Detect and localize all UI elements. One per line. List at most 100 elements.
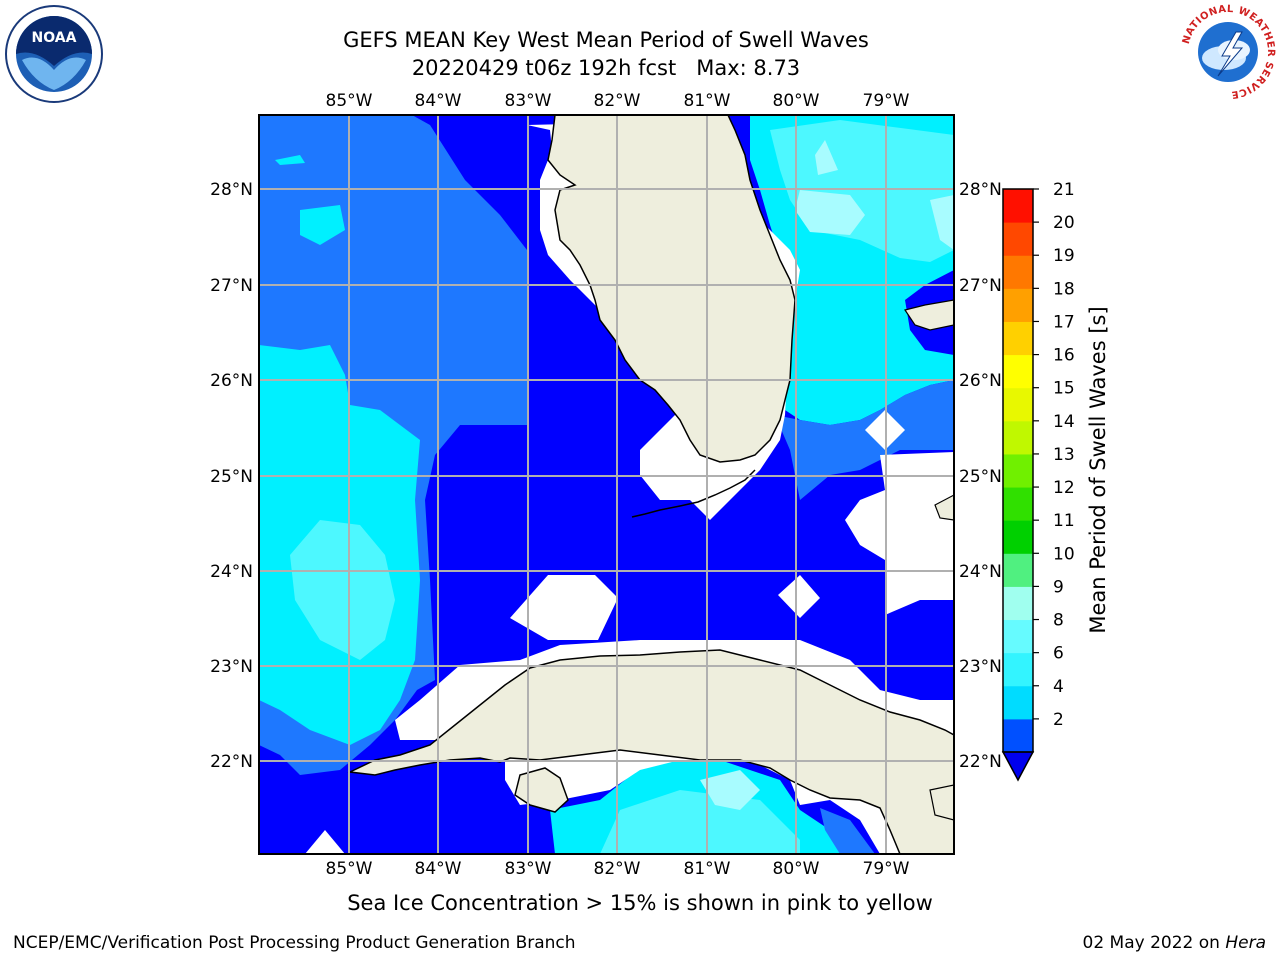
- colorbar-tick-label: 13: [1053, 445, 1075, 465]
- colorbar-tick-label: 2: [1053, 710, 1064, 730]
- chart-title: GEFS MEAN Key West Mean Period of Swell …: [343, 26, 869, 82]
- colorbar-tick-label: 20: [1053, 213, 1075, 233]
- lat-label: 26°N: [210, 371, 253, 391]
- swell-band-9-10-edge: [930, 195, 954, 250]
- hispaniola-edge: [929, 784, 954, 821]
- bahamas-south: [934, 494, 954, 521]
- lon-label: 80°W: [773, 91, 820, 111]
- swell-band-4-6-south: [820, 808, 875, 854]
- colorbar-segment: [1003, 255, 1033, 289]
- lat-label: 23°N: [959, 657, 1002, 677]
- swell-band-8-9-west: [290, 520, 395, 660]
- colorbar-tick-label: 11: [1053, 511, 1075, 531]
- nodata-gulf-south: [510, 575, 618, 640]
- colorbar-segment: [1003, 453, 1033, 488]
- lat-label: 24°N: [959, 562, 1002, 582]
- colorbar-tick-label: 6: [1053, 644, 1064, 664]
- colorbar-segment: [1003, 520, 1033, 554]
- lon-label: 81°W: [684, 859, 731, 879]
- florida-landmass: [547, 115, 796, 463]
- map-field: [259, 115, 954, 854]
- colorbar-tick-label: 16: [1053, 346, 1075, 366]
- swell-band-8-9-south: [600, 790, 800, 854]
- lon-label: 84°W: [415, 859, 462, 879]
- colorbar-tick-label: 9: [1053, 577, 1064, 597]
- colorbar-segment: [1003, 222, 1033, 256]
- colorbar-segment: [1003, 321, 1033, 356]
- lon-label: 82°W: [594, 859, 641, 879]
- lat-label: 22°N: [959, 752, 1002, 772]
- colorbar-frame: [1002, 188, 1034, 753]
- swell-band-4-6-east: [775, 380, 954, 500]
- lon-label: 80°W: [773, 859, 820, 879]
- title-line-1: GEFS MEAN Key West Mean Period of Swell …: [343, 28, 869, 52]
- footer-credit: NCEP/EMC/Verification Post Processing Pr…: [13, 933, 576, 953]
- colorbar-segment: [1003, 387, 1033, 422]
- colorbar-tick-label: 10: [1053, 544, 1075, 564]
- lon-label: 85°W: [326, 91, 373, 111]
- colorbar-segment: [1003, 487, 1033, 521]
- colorbar-tick-label: 21: [1053, 180, 1075, 200]
- lon-label: 83°W: [505, 859, 552, 879]
- lat-label: 27°N: [210, 276, 253, 296]
- nodata-southwest-islet: [305, 830, 345, 854]
- bahamas-north: [904, 299, 954, 331]
- colorbar-segment: [1003, 553, 1033, 587]
- lon-label: 81°W: [684, 91, 731, 111]
- florida-keys: [631, 469, 756, 518]
- swell-band-6-8-dash: [275, 155, 305, 165]
- colorbar-tick-label: 12: [1053, 478, 1075, 498]
- noaa-logo-text: NOAA: [32, 30, 77, 46]
- lon-labels-bottom: 85°W 84°W 83°W 82°W 81°W 80°W 79°W: [326, 859, 910, 879]
- nws-logo: NATIONAL WEATHER SERVICE: [1181, 4, 1276, 100]
- swell-band-9-10-east: [795, 190, 865, 235]
- lat-label: 26°N: [959, 371, 1002, 391]
- footer-date-text: 02 May 2022 on: [1082, 933, 1226, 953]
- colorbar-segment: [1003, 718, 1033, 753]
- title-line-2: 20220429 t06z 192h fcst Max: 8.73: [411, 56, 801, 80]
- noaa-logo: NOAA: [5, 5, 103, 103]
- colorbar-tick-label: 15: [1053, 379, 1075, 399]
- colorbar-tick-label: 18: [1053, 279, 1075, 299]
- lat-label: 25°N: [959, 467, 1002, 487]
- lon-label: 84°W: [415, 91, 462, 111]
- lat-label: 23°N: [210, 657, 253, 677]
- lat-label: 24°N: [210, 562, 253, 582]
- map-frame: [258, 114, 955, 855]
- colorbar-segment: [1003, 586, 1033, 621]
- lat-labels-right: 28°N 27°N 26°N 25°N 24°N 23°N 22°N: [959, 180, 1002, 772]
- nodata-straits-east: [845, 452, 954, 615]
- sea-ice-note: Sea Ice Concentration > 15% is shown in …: [347, 891, 933, 915]
- colorbar-segment: [1003, 420, 1033, 455]
- lon-label: 85°W: [326, 859, 373, 879]
- lat-label: 28°N: [959, 180, 1002, 200]
- lat-label: 22°N: [210, 752, 253, 772]
- lat-label: 25°N: [210, 467, 253, 487]
- colorbar: 21 20 19 18 17 16 15 14 13 12 11 10 9 8 6 4 2: [1001, 180, 1075, 782]
- colorbar-extend-triangle: [1001, 751, 1035, 782]
- colorbar-label: Mean Period of Swell Waves [s]: [1086, 306, 1110, 634]
- lat-labels-left: 28°N 27°N 26°N 25°N 24°N 23°N 22°N: [210, 180, 253, 772]
- colorbar-segment: [1003, 685, 1033, 720]
- lon-labels-top: 85°W 84°W 83°W 82°W 81°W 80°W 79°W: [326, 91, 910, 111]
- footer-date: 02 May 2022 on Hera: [1083, 933, 1267, 953]
- colorbar-segment: [1003, 354, 1033, 389]
- map-gridlines: [259, 115, 954, 854]
- lon-label: 79°W: [863, 91, 910, 111]
- colorbar-tick-label: 17: [1053, 312, 1075, 332]
- colorbar-segment: [1003, 619, 1033, 654]
- colorbar-segment: [1003, 288, 1033, 322]
- lon-label: 79°W: [863, 859, 910, 879]
- colorbar-segment: [1003, 652, 1033, 687]
- colorbar-segment: [1003, 189, 1033, 223]
- swell-band-9-10-south: [700, 770, 760, 810]
- colorbar-tick-label: 14: [1053, 412, 1075, 432]
- footer-machine: Hera: [1225, 933, 1266, 953]
- colorbar-tick-label: 19: [1053, 246, 1075, 266]
- lon-label: 83°W: [505, 91, 552, 111]
- nodata-diamond-2: [778, 575, 820, 618]
- lat-label: 27°N: [959, 276, 1002, 296]
- colorbar-tick-label: 4: [1053, 677, 1064, 697]
- lon-label: 82°W: [594, 91, 641, 111]
